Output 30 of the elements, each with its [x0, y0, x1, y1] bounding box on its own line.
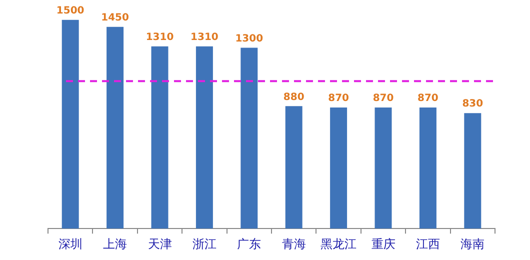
x-tick-label: 黑龙江: [320, 236, 357, 251]
data-label: 1500: [56, 6, 84, 17]
bar: [240, 48, 258, 229]
x-tick-label: 江西: [416, 236, 440, 251]
data-label: 1310: [146, 32, 174, 43]
bar: [151, 46, 168, 229]
bar: [106, 26, 124, 229]
x-tick-label: 上海: [103, 236, 128, 251]
x-tick-label: 天津: [148, 236, 172, 251]
data-label: 870: [372, 93, 394, 104]
bar: [464, 113, 482, 229]
bar: [196, 46, 213, 229]
data-label: 880: [283, 92, 304, 103]
data-label: 830: [462, 98, 484, 110]
x-tick-label: 深圳: [58, 236, 82, 251]
data-label: 870: [328, 93, 350, 104]
x-tick-label: 青海: [282, 236, 306, 251]
x-tick-label: 广东: [237, 236, 262, 251]
x-tick-label: 海南: [460, 236, 485, 251]
data-label: 870: [418, 93, 438, 104]
data-label: 1310: [190, 32, 218, 43]
bar: [285, 106, 302, 229]
x-tick-label: 浙江: [192, 236, 216, 251]
data-label: 1300: [235, 33, 264, 44]
bar: [62, 20, 79, 229]
x-tick-label: 重庆: [371, 236, 396, 251]
bar: [330, 108, 348, 229]
bar: [374, 108, 392, 229]
bar: [419, 108, 436, 229]
data-label: 1450: [101, 12, 129, 24]
